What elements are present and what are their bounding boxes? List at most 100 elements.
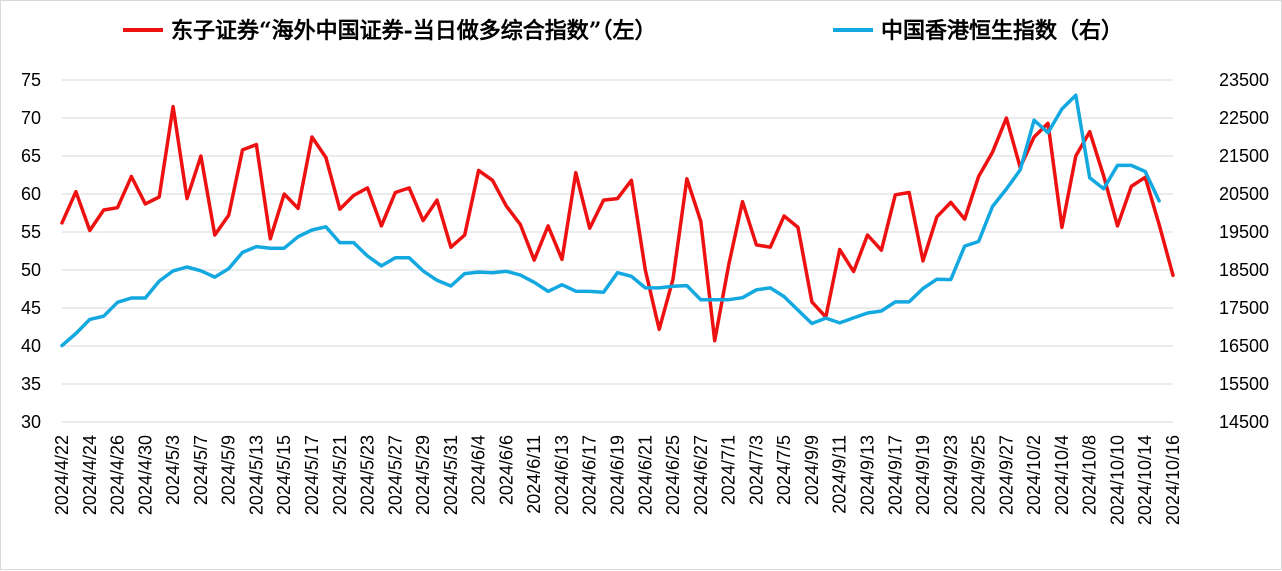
x-tick-label: 2024/9/19 bbox=[913, 435, 933, 515]
data-point bbox=[963, 244, 966, 248]
data-point bbox=[532, 258, 536, 262]
y-left-tick-label: 30 bbox=[21, 412, 41, 432]
data-point bbox=[1157, 223, 1161, 226]
data-point bbox=[782, 214, 786, 218]
data-point bbox=[491, 179, 494, 182]
data-point bbox=[1074, 94, 1077, 97]
data-point bbox=[616, 197, 619, 200]
data-point bbox=[407, 256, 411, 260]
data-point bbox=[1088, 176, 1091, 180]
data-point bbox=[963, 217, 966, 221]
y-right-tick-label: 17500 bbox=[1219, 298, 1269, 318]
data-point bbox=[588, 227, 591, 230]
data-point bbox=[144, 202, 147, 206]
data-point bbox=[352, 241, 355, 244]
data-point bbox=[352, 194, 355, 197]
data-point bbox=[741, 296, 744, 299]
x-tick-label: 2024/7/3 bbox=[746, 435, 766, 505]
data-point bbox=[727, 264, 730, 267]
data-point bbox=[546, 290, 550, 293]
y-right-tick-label: 22500 bbox=[1219, 108, 1269, 128]
data-point bbox=[852, 270, 855, 273]
data-point bbox=[796, 308, 800, 312]
data-point bbox=[699, 298, 703, 301]
data-point bbox=[546, 224, 550, 228]
data-point bbox=[463, 272, 466, 275]
x-tick-label: 2024/4/24 bbox=[80, 435, 100, 515]
data-point bbox=[657, 328, 661, 331]
data-point bbox=[171, 269, 175, 273]
data-point bbox=[630, 275, 633, 278]
data-point bbox=[116, 206, 119, 209]
data-point bbox=[1074, 154, 1077, 158]
x-tick-label: 2024/6/11 bbox=[524, 435, 544, 514]
y-right-tick-label: 16500 bbox=[1219, 336, 1269, 356]
data-point bbox=[894, 193, 897, 196]
y-left-tick-label: 70 bbox=[21, 108, 41, 128]
data-point bbox=[158, 279, 161, 283]
data-point bbox=[255, 143, 258, 146]
y-right-tick-label: 18500 bbox=[1219, 260, 1269, 280]
data-point bbox=[144, 296, 147, 300]
data-point bbox=[713, 298, 716, 301]
data-point bbox=[394, 256, 397, 259]
data-point bbox=[185, 197, 189, 200]
data-point bbox=[935, 277, 939, 281]
data-point bbox=[477, 270, 480, 274]
data-point bbox=[977, 240, 980, 243]
y-left-tick-label: 75 bbox=[21, 70, 41, 90]
data-point bbox=[227, 214, 230, 217]
data-point bbox=[310, 135, 314, 139]
y-right-tick-label: 19500 bbox=[1219, 222, 1269, 242]
data-point bbox=[755, 288, 758, 291]
data-point bbox=[1019, 168, 1022, 172]
data-point bbox=[907, 300, 911, 304]
data-point bbox=[449, 284, 453, 288]
data-point bbox=[60, 221, 64, 225]
x-tick-label: 2024/7/5 bbox=[774, 435, 794, 505]
data-point bbox=[421, 219, 425, 222]
data-point bbox=[1005, 116, 1008, 120]
x-tick-label: 2024/4/30 bbox=[135, 435, 155, 515]
legend-label-2: 中国香港恒生指数（右） bbox=[881, 18, 1123, 44]
data-point bbox=[1130, 164, 1133, 167]
x-tick-label: 2024/5/7 bbox=[191, 435, 211, 505]
data-point bbox=[338, 208, 341, 211]
data-point bbox=[671, 285, 675, 288]
data-point bbox=[130, 296, 133, 300]
data-point bbox=[380, 224, 383, 228]
data-point bbox=[158, 195, 161, 199]
x-tick-label: 2024/5/27 bbox=[385, 435, 405, 515]
data-point bbox=[1116, 224, 1119, 228]
x-tick-label: 2024/5/15 bbox=[274, 435, 294, 515]
y-left-tick-label: 50 bbox=[21, 260, 41, 280]
data-point bbox=[602, 198, 605, 202]
x-tick-label: 2024/7/1 bbox=[719, 435, 739, 505]
data-point bbox=[796, 226, 800, 229]
data-point bbox=[560, 283, 564, 286]
data-point bbox=[116, 301, 119, 304]
x-tick-label: 2024/5/9 bbox=[219, 435, 239, 505]
data-point bbox=[907, 191, 911, 194]
data-point bbox=[421, 269, 425, 273]
data-point bbox=[755, 243, 758, 247]
x-tick-label: 2024/6/6 bbox=[496, 435, 516, 505]
data-point bbox=[852, 316, 855, 320]
data-point bbox=[574, 171, 578, 174]
data-point bbox=[241, 148, 244, 152]
x-tick-label: 2024/6/21 bbox=[635, 435, 655, 515]
x-tick-label: 2024/4/26 bbox=[108, 435, 128, 515]
data-point bbox=[949, 201, 952, 204]
data-point bbox=[60, 344, 64, 347]
x-tick-label: 2024/6/27 bbox=[691, 435, 711, 515]
x-tick-label: 2024/5/17 bbox=[302, 435, 322, 515]
x-tick-label: 2024/6/19 bbox=[608, 435, 628, 515]
data-point bbox=[102, 208, 105, 212]
x-tick-label: 2024/9/23 bbox=[941, 435, 961, 515]
data-point bbox=[1060, 107, 1064, 111]
data-point bbox=[880, 309, 883, 313]
data-point bbox=[588, 290, 591, 293]
data-point bbox=[130, 175, 133, 178]
data-point bbox=[616, 271, 619, 274]
series-line-1 bbox=[60, 104, 1175, 343]
